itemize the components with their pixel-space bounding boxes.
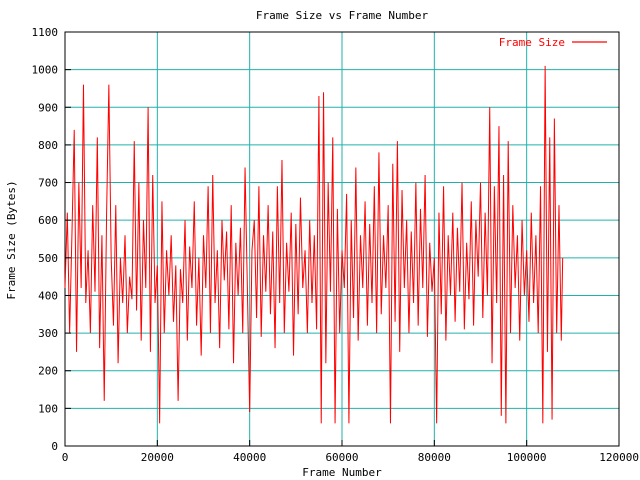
legend: Frame Size [499,36,607,49]
x-tick-label: 40000 [233,451,266,464]
legend-label: Frame Size [499,36,565,49]
y-tick-label: 1000 [32,64,59,77]
y-tick-label: 1100 [32,26,59,39]
x-tick-label: 20000 [141,451,174,464]
y-axis-label: Frame Size (Bytes) [5,180,18,299]
x-tick-label: 60000 [325,451,358,464]
x-tick-label: 100000 [507,451,547,464]
x-tick-label: 80000 [418,451,451,464]
x-axis-label: Frame Number [302,466,382,479]
x-axis-ticks: 0 20000 40000 60000 80000 100000 120000 [62,440,639,464]
y-tick-label: 800 [38,139,58,152]
y-tick-label: 400 [38,289,58,302]
y-tick-label: 600 [38,214,58,227]
y-tick-label: 200 [38,365,58,378]
x-tick-label: 120000 [599,451,639,464]
y-tick-label: 0 [51,440,58,453]
x-tick-label: 0 [62,451,69,464]
y-tick-label: 500 [38,252,58,265]
y-tick-label: 300 [38,327,58,340]
y-tick-label: 700 [38,177,58,190]
y-tick-label: 900 [38,101,58,114]
y-tick-label: 100 [38,402,58,415]
chart-title: Frame Size vs Frame Number [256,9,429,22]
y-axis-ticks: 0 100 200 300 400 500 600 700 800 900 1000 1100 [32,26,71,453]
series-layer [64,65,564,424]
series-line-0 [64,65,564,424]
